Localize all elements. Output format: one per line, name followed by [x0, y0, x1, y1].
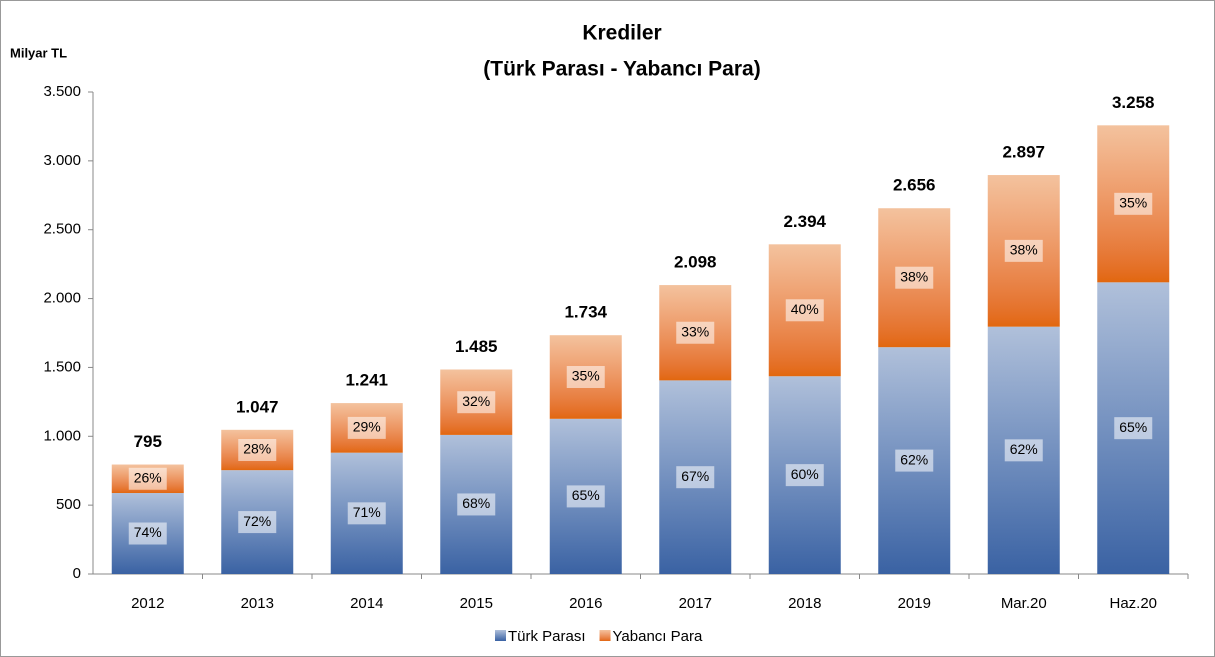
total-label: 1.734: [564, 303, 607, 322]
total-label: 2.656: [893, 176, 936, 195]
x-tick-label: Mar.20: [1001, 595, 1047, 612]
label-box: [1114, 417, 1153, 440]
y-tick-label: 0: [73, 565, 81, 582]
label-box: [1004, 239, 1043, 262]
segment-label: 38%: [1010, 242, 1038, 258]
segment-label: 62%: [1010, 441, 1038, 457]
x-tick-label: 2012: [131, 595, 164, 612]
y-tick-label: 3.000: [43, 152, 81, 169]
y-tick-label: 2.500: [43, 221, 81, 238]
total-label: 2.098: [674, 253, 717, 272]
segment-label: 29%: [353, 419, 381, 435]
label-box: [128, 522, 167, 545]
label-box: [895, 449, 934, 472]
segment-label: 26%: [134, 469, 162, 485]
y-tick-label: 2.000: [43, 290, 81, 307]
label-box: [457, 493, 496, 516]
segment-label: 62%: [900, 451, 928, 467]
total-label: 795: [134, 432, 162, 451]
label-box: [1004, 439, 1043, 462]
segment-label: 35%: [1119, 195, 1147, 211]
chart-subtitle: (Türk Parası - Yabancı Para): [483, 58, 760, 81]
label-box: [238, 438, 277, 461]
segment-label: 68%: [462, 495, 490, 511]
segment-label: 32%: [462, 393, 490, 409]
segment-label: 67%: [681, 468, 709, 484]
y-tick-label: 3.500: [43, 83, 81, 100]
segment-label: 65%: [1119, 419, 1147, 435]
label-box: [457, 391, 496, 414]
segment-label: 35%: [572, 368, 600, 384]
x-tick-label: 2014: [350, 595, 383, 612]
segment-label: 72%: [243, 513, 271, 529]
chart-title: Krediler: [582, 22, 661, 45]
label-box: [566, 485, 605, 508]
x-tick-label: 2019: [898, 595, 931, 612]
x-tick-label: Haz.20: [1109, 595, 1157, 612]
total-label: 1.485: [455, 337, 498, 356]
label-box: [785, 299, 824, 322]
segment-label: 33%: [681, 323, 709, 339]
segment-label: 60%: [791, 466, 819, 482]
label-box: [238, 511, 277, 534]
label-box: [676, 466, 715, 489]
label-box: [347, 502, 386, 525]
label-box: [347, 416, 386, 439]
segment-label: 71%: [353, 504, 381, 520]
total-label: 2.394: [783, 212, 826, 231]
label-box: [676, 321, 715, 344]
y-tick-label: 500: [56, 496, 81, 513]
x-tick-label: 2018: [788, 595, 821, 612]
total-label: 3.258: [1112, 93, 1155, 112]
label-box: [785, 464, 824, 487]
label-box: [566, 365, 605, 388]
x-tick-label: 2017: [679, 595, 712, 612]
legend-label: Yabancı Para: [613, 628, 703, 645]
y-axis-label: Milyar TL: [10, 45, 67, 60]
total-label: 1.241: [345, 371, 388, 390]
y-tick-label: 1.000: [43, 427, 81, 444]
label-box: [895, 266, 934, 289]
y-tick-label: 1.500: [43, 358, 81, 375]
segment-label: 28%: [243, 441, 271, 457]
x-tick-label: 2015: [460, 595, 493, 612]
segment-label: 74%: [134, 524, 162, 540]
x-tick-label: 2016: [569, 595, 602, 612]
legend-swatch: [495, 630, 506, 641]
legend-label: Türk Parası: [508, 628, 586, 645]
legend-swatch: [599, 630, 611, 641]
segment-label: 40%: [791, 301, 819, 317]
segment-label: 38%: [900, 268, 928, 284]
segment-label: 65%: [572, 487, 600, 503]
total-label: 1.047: [236, 397, 279, 416]
label-box: [1114, 192, 1153, 215]
total-label: 2.897: [1002, 143, 1045, 162]
label-box: [128, 467, 167, 490]
x-tick-label: 2013: [241, 595, 274, 612]
